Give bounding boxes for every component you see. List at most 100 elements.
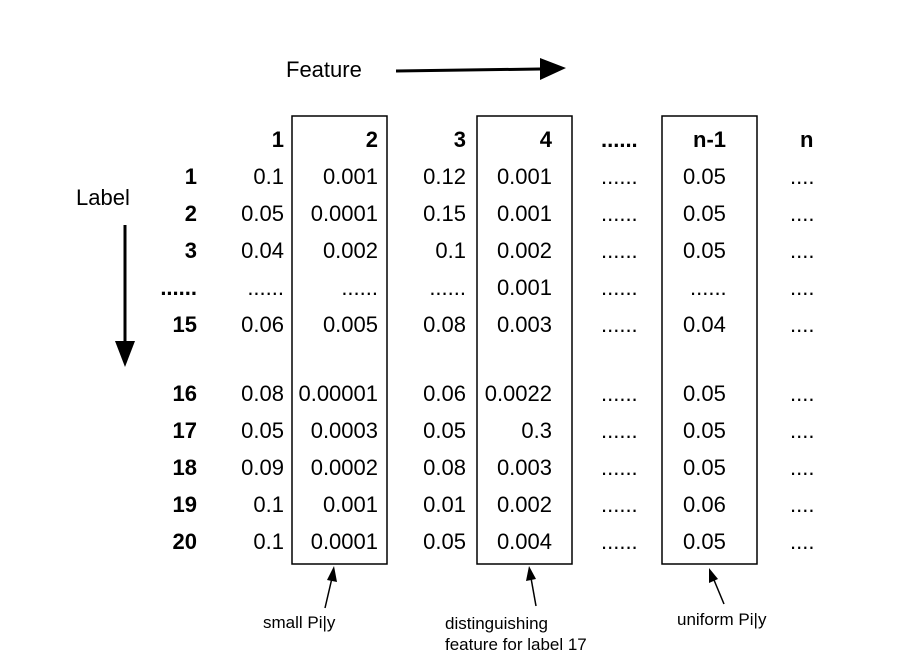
table-cell: 0.3 <box>521 418 552 443</box>
table-cell: 0.05 <box>241 201 284 226</box>
row-label: 18 <box>172 455 197 480</box>
table-cell: ...... <box>247 275 284 300</box>
annotation-arrow-distinguishing <box>526 566 537 607</box>
row-label: 19 <box>172 492 197 517</box>
column-header: n-1 <box>693 127 726 152</box>
table-cell: 0.001 <box>322 492 378 517</box>
column-header: 4 <box>539 127 552 152</box>
label-arrow <box>115 225 135 367</box>
row-label: 1 <box>184 164 197 189</box>
column-n-1-box <box>661 115 758 565</box>
table-cell: ...... <box>601 275 638 300</box>
column-header: 3 <box>453 127 466 152</box>
table-cell: 0.04 <box>683 312 726 337</box>
label-axis-label: Label <box>76 185 130 210</box>
table-cell: 0.001 <box>496 164 552 189</box>
table-cell: ...... <box>601 238 638 263</box>
table-cell: ...... <box>601 201 638 226</box>
table-cell: .... <box>790 381 815 406</box>
table-cell: 0.004 <box>496 529 552 554</box>
table-cell: 0.1 <box>435 238 466 263</box>
table-cell: 0.06 <box>241 312 284 337</box>
table-cell: ...... <box>690 275 727 300</box>
table-cell: 0.06 <box>683 492 726 517</box>
table-cell: 0.08 <box>241 381 284 406</box>
table-cell: 0.002 <box>322 238 378 263</box>
table-cell: 0.05 <box>683 529 726 554</box>
table-cell: .... <box>790 455 815 480</box>
table-cell: 0.005 <box>322 312 378 337</box>
table-cell: 0.15 <box>423 201 466 226</box>
table-cell: .... <box>790 492 815 517</box>
table-cell: .... <box>790 529 815 554</box>
table-cell: 0.1 <box>253 529 284 554</box>
table-cell: 0.08 <box>423 312 466 337</box>
row-label: 20 <box>172 529 197 554</box>
table-cell: 0.003 <box>496 455 552 480</box>
table-cell: 0.05 <box>683 455 726 480</box>
feature-axis-label: Feature <box>286 57 362 82</box>
table-cell: 0.0001 <box>310 201 378 226</box>
annotation-distinguishing-line1: distinguishing <box>445 614 549 633</box>
table-cell: ...... <box>601 164 638 189</box>
table-cell: ...... <box>601 381 638 406</box>
table-cell: 0.0003 <box>310 418 378 443</box>
column-header: ...... <box>601 127 638 152</box>
table-cell: ...... <box>601 312 638 337</box>
table-cell: 0.05 <box>683 418 726 443</box>
table-cell: ...... <box>601 492 638 517</box>
table-cell: 0.0002 <box>310 455 378 480</box>
table-cell: 0.08 <box>423 455 466 480</box>
annotation-uniform-pi-y: uniform Pi|y <box>677 610 767 629</box>
row-label: 17 <box>172 418 197 443</box>
table-cell: 0.003 <box>496 312 552 337</box>
table-cell: 0.001 <box>496 275 552 300</box>
column-2-box <box>291 115 388 565</box>
table-cell: 0.05 <box>683 238 726 263</box>
table-cell: 0.05 <box>683 164 726 189</box>
annotation-arrow-uniform <box>709 568 725 605</box>
table-cell: 0.01 <box>423 492 466 517</box>
row-label: 15 <box>172 312 197 337</box>
table-cell: 0.05 <box>241 418 284 443</box>
table-cell: ...... <box>601 529 638 554</box>
table-cell: .... <box>790 418 815 443</box>
table-cell: 0.05 <box>423 418 466 443</box>
table-cell: .... <box>790 238 815 263</box>
table-cell: .... <box>790 312 815 337</box>
row-label: 3 <box>184 238 197 263</box>
table-cell: ...... <box>341 275 378 300</box>
table-cell: 0.002 <box>496 238 552 263</box>
annotation-arrow-small <box>324 566 337 609</box>
table-cell: ...... <box>429 275 466 300</box>
table-cell: 0.05 <box>683 201 726 226</box>
row-label: ...... <box>160 275 197 300</box>
table-cell: 0.002 <box>496 492 552 517</box>
table-cell: 0.1 <box>253 164 284 189</box>
table-cell: 0.09 <box>241 455 284 480</box>
feature-arrow <box>395 58 566 80</box>
table-cell: ...... <box>601 455 638 480</box>
table-cell: 0.001 <box>496 201 552 226</box>
table-cell: 0.00001 <box>298 381 378 406</box>
column-header: n <box>800 127 814 152</box>
table-cell: .... <box>790 164 815 189</box>
table-cell: 0.05 <box>683 381 726 406</box>
column-4-box <box>476 115 573 565</box>
annotation-distinguishing-line2: feature for label 17 <box>445 635 587 654</box>
table-cell: 0.12 <box>423 164 466 189</box>
table-cell: 0.04 <box>241 238 284 263</box>
column-header: 1 <box>271 127 284 152</box>
table-cell: 0.06 <box>423 381 466 406</box>
annotation-small-pi-y: small Pi|y <box>263 613 336 632</box>
table-cell: .... <box>790 275 815 300</box>
table-cell: ...... <box>601 418 638 443</box>
table-cell: 0.1 <box>253 492 284 517</box>
table-cell: 0.0001 <box>310 529 378 554</box>
table-cell: 0.05 <box>423 529 466 554</box>
table-cell: 0.001 <box>322 164 378 189</box>
table-cell: 0.0022 <box>484 381 552 406</box>
row-label: 16 <box>172 381 197 406</box>
